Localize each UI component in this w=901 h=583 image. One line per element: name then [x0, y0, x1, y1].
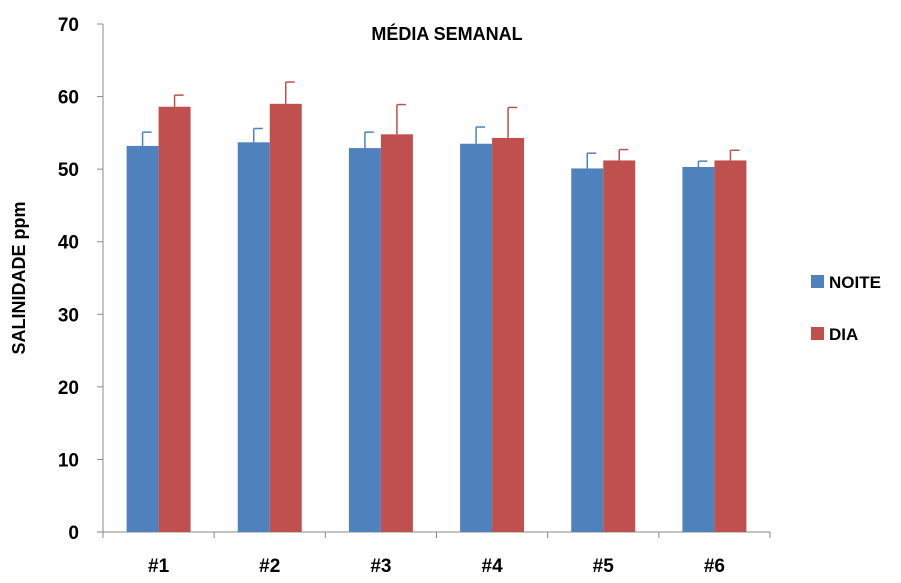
bar-dia — [492, 137, 525, 533]
bar-noite — [237, 142, 270, 532]
x-tick-label: #6 — [704, 556, 725, 577]
x-tick-label: #4 — [482, 556, 504, 577]
legend-swatch-dia — [811, 327, 824, 340]
bar-noite — [126, 145, 159, 533]
x-tick-label: #2 — [259, 556, 280, 577]
y-tick-label: 10 — [58, 450, 79, 471]
error-bars — [141, 81, 740, 169]
x-axis-ticks: #1 #2 #3 #4 #5 #6 — [102, 532, 771, 577]
axes — [102, 24, 770, 533]
bar-dia — [380, 134, 413, 532]
y-tick-label: 40 — [58, 233, 79, 254]
bar-noite — [682, 166, 715, 533]
bars — [126, 103, 747, 533]
bar-noite — [460, 143, 493, 532]
bar-dia — [158, 106, 191, 532]
y-axis-ticks: 0 10 20 30 40 50 60 70 — [58, 15, 103, 544]
bar-noite — [348, 148, 381, 532]
legend-label-noite: NOITE — [829, 273, 881, 292]
legend: NOITE DIA — [811, 273, 881, 344]
y-tick-label: 0 — [68, 523, 79, 544]
y-tick-label: 50 — [58, 160, 79, 181]
legend-label-dia: DIA — [829, 325, 858, 344]
x-tick-label: #5 — [593, 556, 615, 577]
y-tick-label: 20 — [58, 378, 79, 399]
x-tick-label: #1 — [148, 556, 170, 577]
y-axis-label: SALINIDADE ppm — [9, 202, 29, 355]
bar-dia — [603, 160, 636, 533]
x-tick-label: #3 — [370, 556, 391, 577]
bar-noite — [571, 168, 604, 532]
legend-swatch-noite — [811, 275, 824, 288]
y-tick-label: 60 — [58, 88, 79, 109]
bar-dia — [714, 160, 747, 533]
bar-dia — [269, 103, 302, 532]
y-tick-label: 70 — [58, 15, 79, 36]
y-tick-label: 30 — [58, 305, 79, 326]
chart-title: MÉDIA SEMANAL — [371, 23, 522, 44]
